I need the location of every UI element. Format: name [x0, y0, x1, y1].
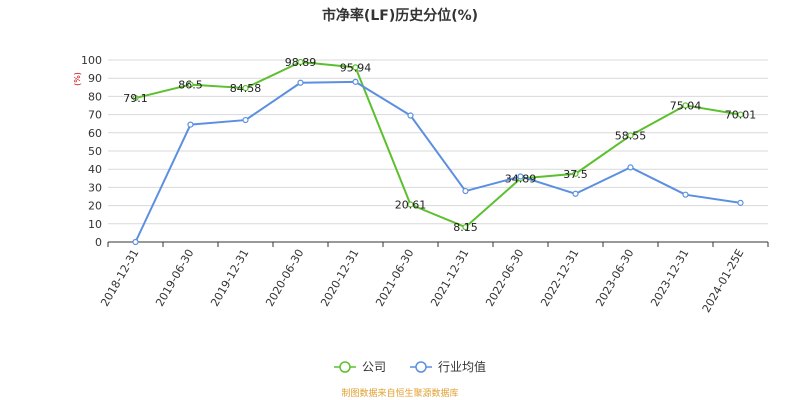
series-1-point [352, 78, 359, 85]
data-label: 20.61 [395, 198, 427, 211]
series-line-1 [134, 80, 741, 243]
chart-title: 市净率(LF)历史分位(%) [322, 7, 478, 24]
legend-item-0[interactable]: 公司 [334, 360, 386, 374]
y-tick-label: 80 [88, 90, 102, 103]
series-1-point [627, 164, 634, 171]
x-tick-label: 2020-12-31 [318, 247, 361, 309]
legend-label: 行业均值 [438, 359, 486, 374]
data-labels: 79.1 86.5 84.58 98.89 95.94 20.61 8.15 34.89 37.… [123, 56, 756, 234]
series-0-point [462, 224, 469, 231]
data-label: 95.94 [340, 61, 372, 74]
data-label: 86.5 [178, 79, 203, 92]
x-tick-label: 2021-12-31 [428, 247, 471, 309]
series-1-point [242, 116, 249, 124]
series-0-point [572, 170, 579, 177]
series-1-point [682, 191, 689, 198]
x-tick-label: 2018-12-31 [98, 247, 141, 309]
data-label: 8.15 [453, 221, 478, 234]
series-1-point [407, 112, 414, 119]
series-1-point [737, 199, 744, 206]
y-tick-label: 30 [88, 181, 102, 194]
series-0-point [627, 132, 634, 139]
legend[interactable]: 公司 行业均值 [334, 359, 486, 374]
data-label: 70.01 [725, 109, 757, 122]
series-1-point [187, 121, 194, 128]
x-tick-label: 2023-12-31 [648, 247, 691, 309]
series-1-point [297, 79, 304, 86]
x-tick-label: 2022-12-31 [538, 247, 581, 309]
x-tick-label: 2021-06-30 [373, 247, 416, 309]
legend-marker-icon [415, 361, 427, 373]
series-0-point [242, 84, 249, 92]
y-unit-label: (%) [73, 72, 82, 86]
data-label: 37.5 [563, 168, 588, 181]
x-tick-label: 2024-01-25E [700, 247, 747, 315]
data-label: 58.55 [615, 129, 647, 142]
data-label: 79.1 [123, 92, 148, 105]
x-tick-label: 2019-12-31 [208, 247, 251, 309]
y-tick-label: 100 [81, 54, 102, 67]
series-1-point [132, 238, 139, 246]
data-label: 75.04 [670, 99, 702, 112]
data-label: 98.89 [285, 56, 317, 69]
legend-label: 公司 [362, 360, 386, 374]
grid-lines [108, 59, 768, 225]
series-0-point [352, 64, 359, 71]
series-0-point [187, 81, 194, 88]
series-0-point [132, 94, 139, 102]
y-tick-label: 60 [88, 127, 102, 140]
data-label: 34.89 [505, 173, 537, 186]
data-label: 84.58 [230, 82, 262, 95]
y-tick-label: 40 [88, 163, 102, 176]
x-tick-label: 2023-06-30 [593, 247, 636, 309]
y-tick-label: 10 [88, 218, 102, 231]
source-note: 制图数据来自恒生聚源数据库 [341, 387, 458, 399]
series-0-point [297, 58, 304, 66]
x-tick-label: 2022-06-30 [483, 247, 526, 309]
series-line-0 [135, 61, 741, 229]
y-tick-label: 90 [88, 72, 102, 85]
legend-item-1[interactable]: 行业均值 [410, 359, 486, 374]
series-0-point [737, 111, 744, 118]
series-1-point [462, 187, 469, 195]
y-tick-label: 20 [88, 200, 102, 213]
y-tick-label: 70 [88, 109, 102, 122]
x-tick-label: 2020-06-30 [263, 247, 306, 309]
y-tick-label: 0 [95, 236, 102, 249]
series-lines [132, 58, 744, 246]
legend-marker-icon [339, 361, 351, 373]
series-0-point [682, 102, 689, 109]
y-tick-label: 50 [88, 145, 102, 158]
series-1-point [572, 190, 579, 197]
x-tick-label: 2019-06-30 [153, 247, 196, 309]
series-1-point [517, 173, 524, 180]
series-0-point [407, 201, 414, 208]
